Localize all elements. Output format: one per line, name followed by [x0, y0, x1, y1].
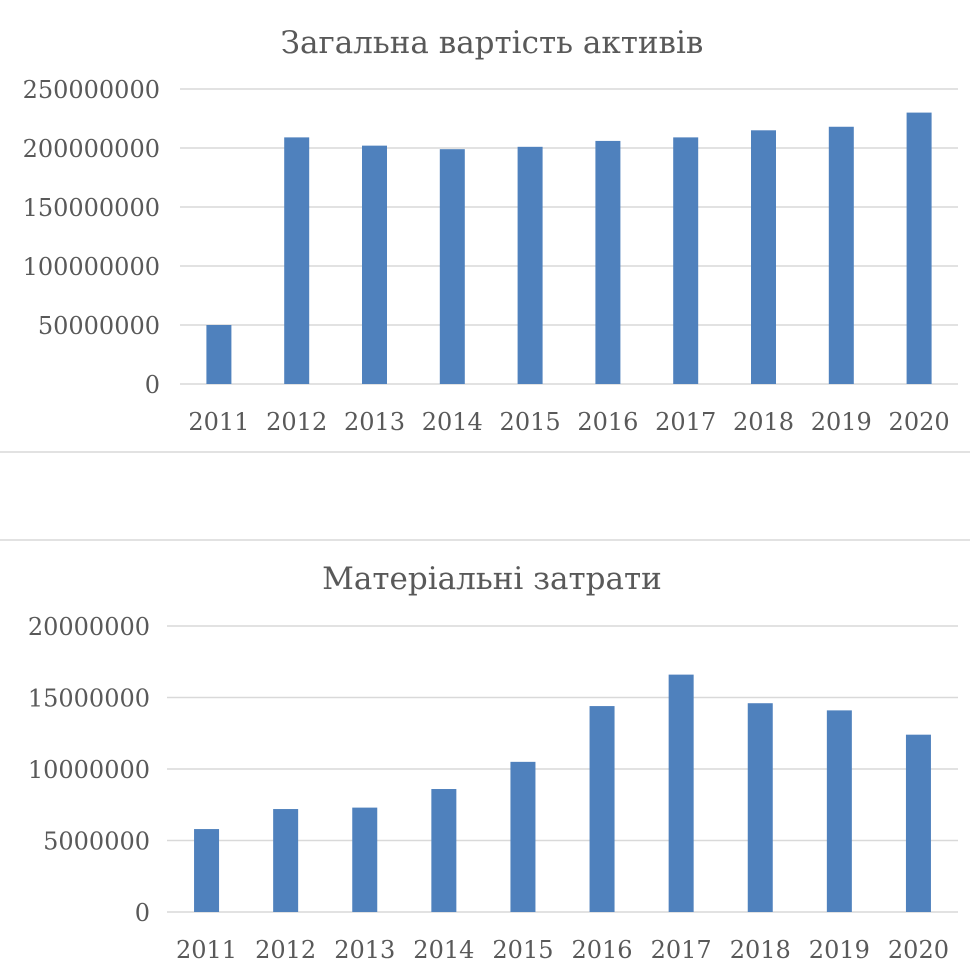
- x-tick-label: 2018: [733, 408, 794, 436]
- bar-2015: [517, 146, 543, 384]
- gridlines: [180, 88, 958, 385]
- chart-title: Матеріальні затрати: [322, 561, 662, 597]
- x-tick-label: 2019: [811, 408, 872, 436]
- bar-2014: [439, 149, 465, 384]
- bar-2018: [747, 703, 773, 912]
- y-tick-label: 15000000: [28, 685, 150, 713]
- bar-2020: [905, 734, 931, 912]
- y-tick-label: 0: [135, 899, 150, 927]
- y-tick-labels: 0 5000000 10000000 15000000 20000000: [28, 613, 150, 927]
- bar-2017: [673, 137, 699, 384]
- bar-2019: [826, 710, 852, 912]
- bars: [206, 112, 932, 384]
- x-tick-label: 2019: [809, 936, 870, 964]
- bar-2012: [284, 137, 310, 384]
- y-tick-label: 200000000: [23, 135, 160, 163]
- bar-2018: [751, 130, 776, 384]
- x-tick-label: 2012: [266, 408, 327, 436]
- gridlines: [167, 625, 958, 913]
- x-tick-label: 2014: [422, 408, 483, 436]
- bar-2013: [352, 807, 378, 912]
- x-tick-label: 2015: [500, 408, 561, 436]
- x-tick-labels: 2011 2012 2013 2014 2015 2016 2017 2018 2019 2020: [188, 408, 949, 436]
- bar-2013: [362, 145, 387, 384]
- y-tick-label: 0: [145, 371, 160, 399]
- y-tick-label: 150000000: [23, 194, 160, 222]
- x-tick-label: 2018: [730, 936, 791, 964]
- x-tick-labels: 2011 2012 2013 2014 2015 2016 2017 2018 2019 2020: [176, 936, 949, 964]
- x-tick-label: 2013: [334, 936, 395, 964]
- bar-2016: [595, 140, 621, 384]
- bar-2016: [589, 706, 615, 912]
- y-tick-label: 50000000: [38, 312, 160, 340]
- bar-2011: [194, 829, 220, 912]
- x-tick-label: 2016: [572, 936, 633, 964]
- x-tick-label: 2020: [888, 936, 949, 964]
- bar-2019: [828, 126, 854, 384]
- bar-2015: [510, 761, 536, 912]
- chart-total-assets: Загальна вартість активів 0 50000000 10000…: [23, 25, 958, 436]
- y-tick-labels: 0 50000000 100000000 150000000 200000000 2500…: [23, 76, 160, 399]
- x-tick-label: 2015: [492, 936, 553, 964]
- x-tick-label: 2012: [255, 936, 316, 964]
- x-tick-label: 2013: [344, 408, 405, 436]
- y-tick-label: 5000000: [43, 828, 150, 856]
- bar-2020: [906, 112, 932, 384]
- y-tick-label: 20000000: [28, 613, 150, 641]
- x-tick-label: 2017: [651, 936, 712, 964]
- bar-2017: [668, 674, 694, 912]
- chart-material-costs: Матеріальні затрати 0 5000000 10000000 1500…: [28, 561, 958, 964]
- bar-2012: [273, 809, 299, 912]
- x-tick-label: 2017: [655, 408, 716, 436]
- chart-title: Загальна вартість активів: [281, 25, 704, 61]
- y-tick-label: 250000000: [23, 76, 160, 104]
- y-tick-label: 10000000: [28, 756, 150, 784]
- bars: [194, 674, 931, 912]
- x-tick-label: 2011: [188, 408, 249, 436]
- x-tick-label: 2014: [413, 936, 474, 964]
- x-tick-label: 2020: [889, 408, 950, 436]
- x-tick-label: 2011: [176, 936, 237, 964]
- bar-2011: [206, 325, 232, 384]
- bar-2014: [431, 789, 457, 912]
- x-tick-label: 2016: [577, 408, 638, 436]
- y-tick-label: 100000000: [23, 253, 160, 281]
